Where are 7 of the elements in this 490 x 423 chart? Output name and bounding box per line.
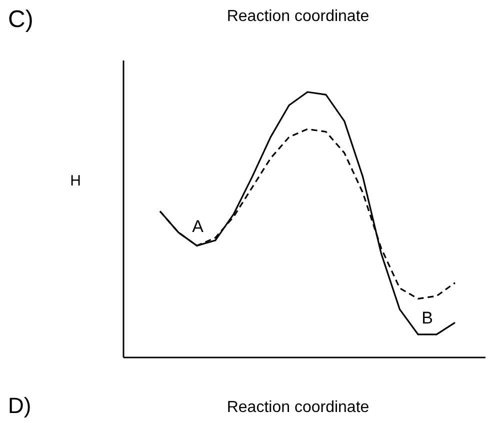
text: Reaction coordinate <box>226 399 370 417</box>
chart-title: C) <box>8 6 34 34</box>
annotation: B <box>422 308 434 328</box>
annotation: A <box>192 217 204 236</box>
y-axis-title: H <box>70 172 81 190</box>
chart-subtitle: Reaction coordinate <box>226 8 370 26</box>
text: D) <box>8 393 32 419</box>
